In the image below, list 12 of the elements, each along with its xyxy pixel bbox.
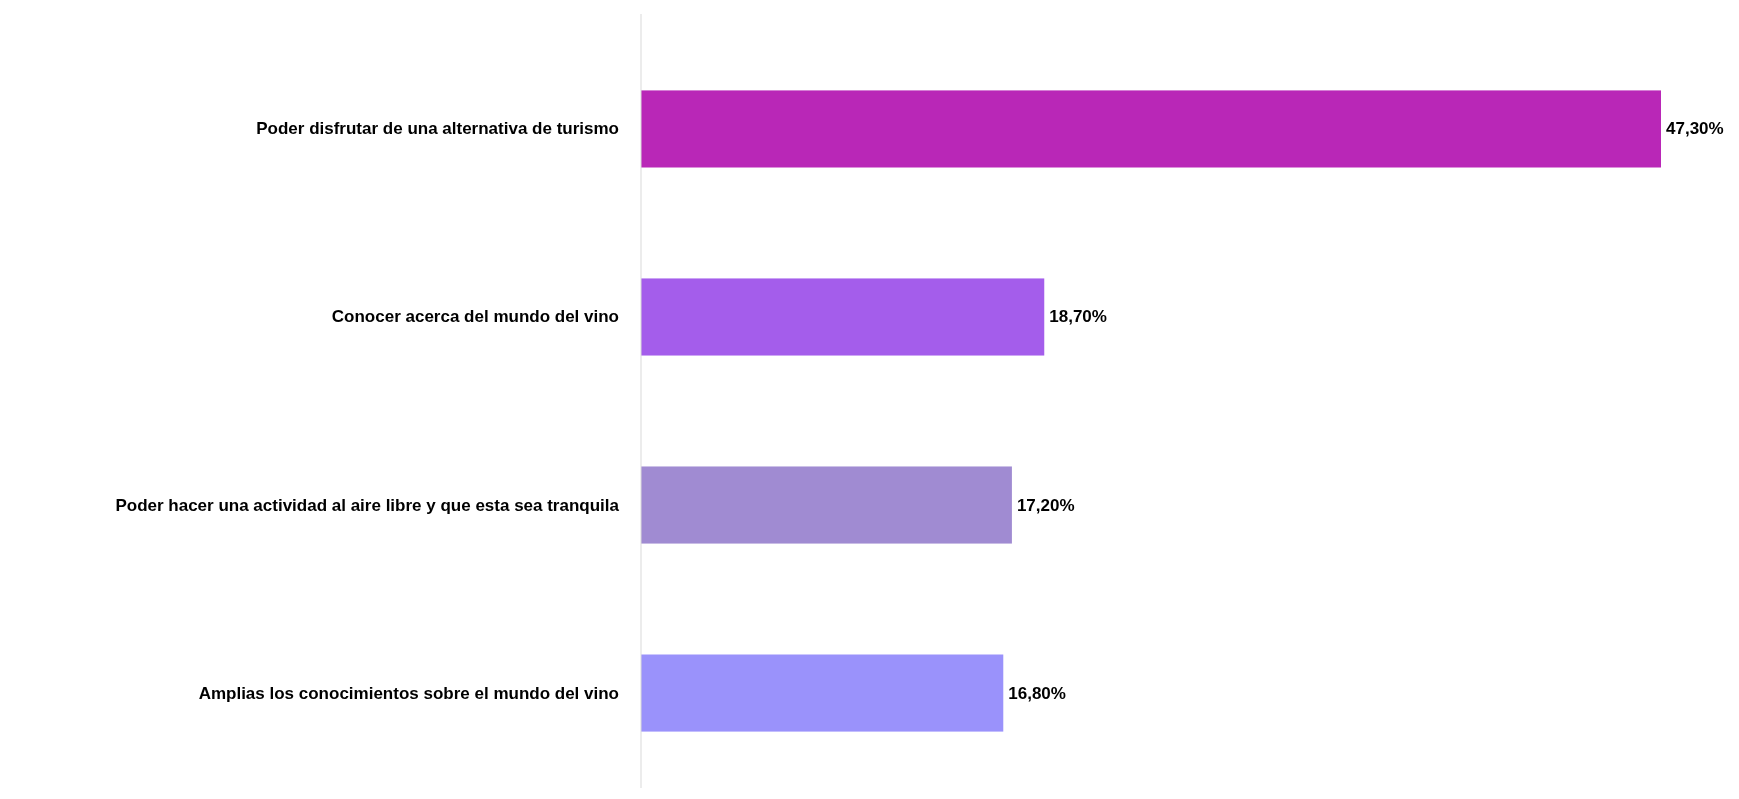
y-tick-label: Amplias los conocimientos sobre el mundo del vino — [198, 683, 619, 703]
bar — [641, 278, 1045, 356]
y-tick-label: Poder disfrutar de una alternativa de turismo — [256, 119, 619, 139]
data-label: 17,20% — [1016, 495, 1075, 515]
bar — [641, 654, 1004, 732]
y-tick-label: Poder hacer una actividad al aire libre y que esta sea tranquila — [115, 495, 620, 515]
y-tick-label: Conocer acerca del mundo del vino — [331, 307, 619, 327]
bar — [641, 466, 1012, 544]
data-label: 16,80% — [1008, 683, 1066, 703]
bar — [641, 90, 1661, 168]
data-label: 47,30% — [1666, 119, 1724, 139]
data-label: 18,70% — [1049, 307, 1107, 327]
